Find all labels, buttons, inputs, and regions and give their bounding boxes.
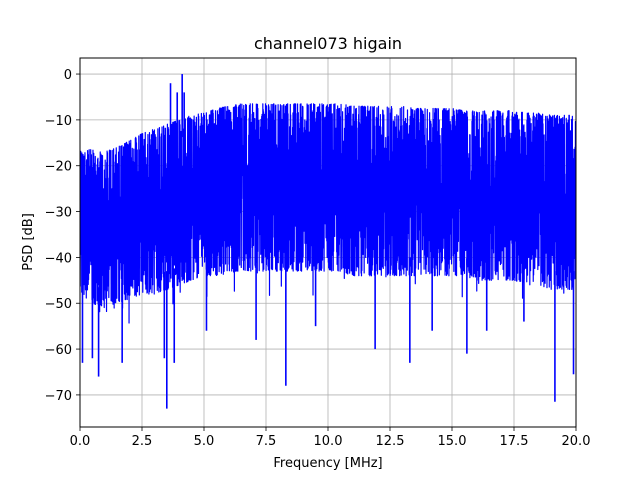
y-tick-label: −60 (45, 343, 72, 358)
y-tick-label: −20 (45, 160, 72, 175)
x-tick-label: 0.0 (70, 434, 91, 449)
x-tick-label: 7.5 (256, 434, 277, 449)
x-tick-label: 2.5 (132, 434, 153, 449)
y-tick-label: −70 (45, 389, 72, 404)
x-tick-label: 12.5 (376, 434, 405, 449)
x-tick-label: 17.5 (500, 434, 529, 449)
series-psd (80, 74, 576, 409)
y-tick-label: −40 (45, 251, 72, 266)
x-tick-label: 15.0 (438, 434, 467, 449)
x-tick-label: 10.0 (314, 434, 343, 449)
x-tick-label: 5.0 (194, 434, 215, 449)
x-axis-title: Frequency [MHz] (273, 456, 382, 471)
psd-trace (80, 103, 576, 324)
chart-title: channel073 higain (254, 34, 402, 53)
y-tick-label: 0 (64, 68, 72, 83)
y-tick-label: −30 (45, 206, 72, 221)
y-axis: 0 −10 −20 −30 −40 −50 −60 −70 (45, 68, 80, 404)
y-tick-label: −10 (45, 114, 72, 129)
y-axis-title: PSD [dB] (21, 213, 36, 271)
x-axis: 0.0 2.5 5.0 7.5 10.0 12.5 15.0 17.5 20.0 (70, 427, 591, 449)
y-tick-label: −50 (45, 297, 72, 312)
x-tick-label: 20.0 (562, 434, 591, 449)
